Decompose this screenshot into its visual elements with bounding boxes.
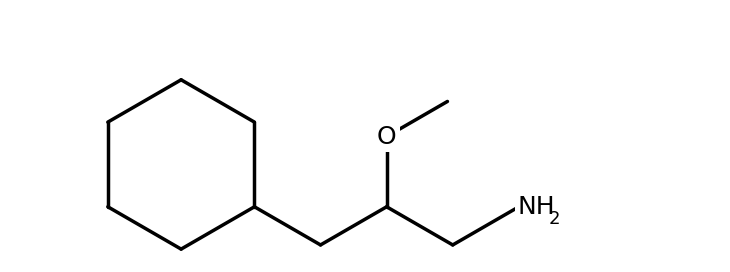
Text: NH: NH — [518, 195, 555, 219]
Text: O: O — [377, 125, 396, 149]
Text: 2: 2 — [549, 210, 560, 228]
